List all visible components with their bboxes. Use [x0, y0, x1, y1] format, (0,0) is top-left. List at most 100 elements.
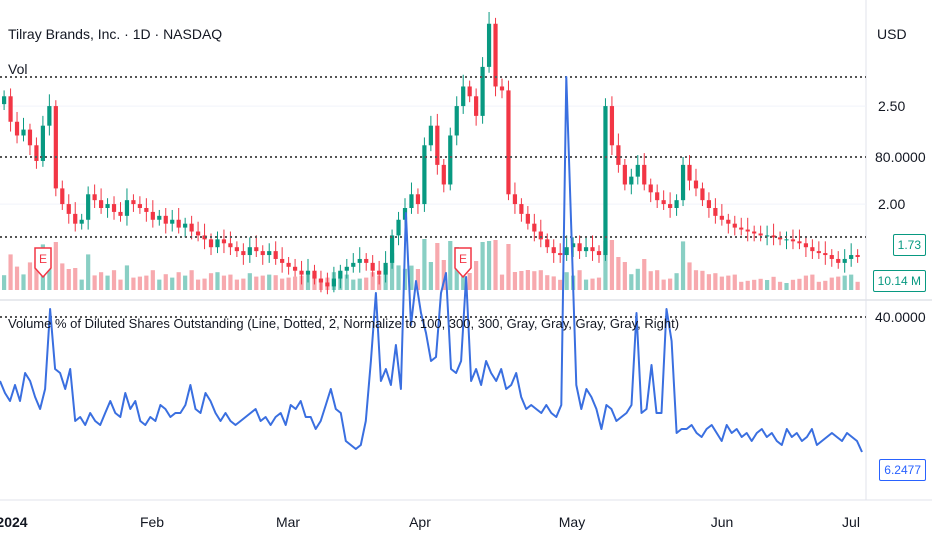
volume-bar [170, 277, 175, 290]
volume-bar [810, 274, 815, 290]
candle-body [92, 194, 97, 201]
time-tick-label: Apr [409, 514, 431, 530]
volume-bar [784, 283, 789, 290]
volume-bar [86, 254, 91, 290]
candle-body [299, 270, 304, 275]
candle-body [648, 184, 653, 193]
candle-body [124, 200, 130, 216]
earnings-marker [34, 247, 52, 279]
candle-body [512, 194, 518, 205]
volume-bar [14, 266, 20, 290]
candle-body [545, 239, 550, 248]
candle-body [318, 278, 324, 283]
volume-bar [506, 244, 511, 290]
volume-bar [73, 268, 78, 290]
candle-body [732, 223, 737, 228]
candle-body [719, 215, 724, 220]
candle-body [8, 96, 13, 122]
candle-body [642, 164, 647, 185]
volume-bar [195, 279, 201, 290]
candle-body [583, 247, 589, 252]
volume-bar [558, 279, 563, 290]
candle-body [797, 241, 802, 244]
volume-bar [66, 269, 71, 290]
volume-bar [726, 275, 731, 290]
candle-body [389, 235, 395, 263]
volume-bar [480, 242, 485, 290]
candle-body [79, 219, 84, 224]
volume-bar [357, 278, 362, 290]
volume-bar [150, 270, 155, 290]
candle-body [461, 86, 466, 107]
volume-bar [98, 272, 104, 290]
volume-bar [616, 257, 621, 290]
candle-body [765, 235, 770, 237]
earnings-marker-label: E [459, 252, 467, 266]
candle-body [170, 219, 175, 224]
volume-bar [855, 281, 860, 290]
candle-body [273, 251, 278, 259]
indicator-tick-label: 40.0000 [875, 309, 926, 325]
volume-bar [105, 275, 110, 290]
candle-body [176, 219, 181, 228]
candle-body [137, 204, 142, 208]
candle-body [480, 66, 485, 116]
volume-bar [816, 281, 821, 290]
candle-body [655, 192, 660, 201]
candle-body [221, 239, 227, 244]
candle-body [208, 239, 214, 248]
candle-body [777, 237, 783, 240]
symbol-title: Tilray Brands, Inc. · 1D · NASDAQ [8, 26, 223, 42]
candle-body [195, 231, 201, 236]
volume-bar [422, 239, 427, 290]
candle-body [674, 200, 679, 208]
candle-body [351, 262, 356, 267]
volume-bar [545, 275, 550, 290]
volume-bar [92, 275, 97, 290]
volume-bar [674, 273, 679, 290]
volume-bar [829, 277, 834, 290]
volume-bar [803, 275, 809, 290]
volume-bar [486, 241, 492, 290]
candle-body [538, 231, 543, 240]
volume-bar [693, 270, 699, 290]
candle-body [525, 213, 530, 224]
candle-body [144, 208, 149, 212]
volume-bar [629, 274, 634, 290]
volume-bar [111, 270, 117, 290]
volume-bar [777, 281, 783, 290]
volume-bar [732, 274, 737, 290]
time-tick-label: May [559, 514, 585, 530]
candle-body [86, 194, 91, 220]
volume-bar [241, 278, 246, 290]
volume-bar [208, 273, 214, 290]
volume-bar [157, 279, 162, 290]
volume-bar [836, 276, 841, 290]
candle-body [609, 106, 615, 146]
volume-bar [396, 265, 401, 290]
volume-bar [183, 275, 188, 290]
volume-bar [21, 274, 26, 290]
candle-body [331, 278, 336, 287]
candle-body [506, 90, 511, 195]
candle-body [157, 215, 162, 220]
volume-bar [648, 271, 653, 290]
candle-body [14, 121, 20, 136]
last-volume-badge: 10.14 M [872, 270, 926, 292]
volume-bar [655, 270, 660, 290]
volume-bar [131, 277, 136, 290]
candle-body [428, 125, 433, 146]
volume-bar [700, 270, 705, 290]
volume-bar [344, 274, 349, 290]
candle-body [21, 129, 26, 136]
volume-bar [790, 279, 796, 290]
candle-body [629, 176, 634, 185]
time-tick-label: Mar [276, 514, 300, 530]
volume-bar [27, 262, 33, 290]
volume-bar [202, 278, 207, 290]
candle-body [474, 96, 479, 116]
candle-body [2, 96, 7, 105]
candle-body [790, 239, 796, 242]
candle-body [706, 200, 712, 208]
candle-body [687, 164, 692, 181]
